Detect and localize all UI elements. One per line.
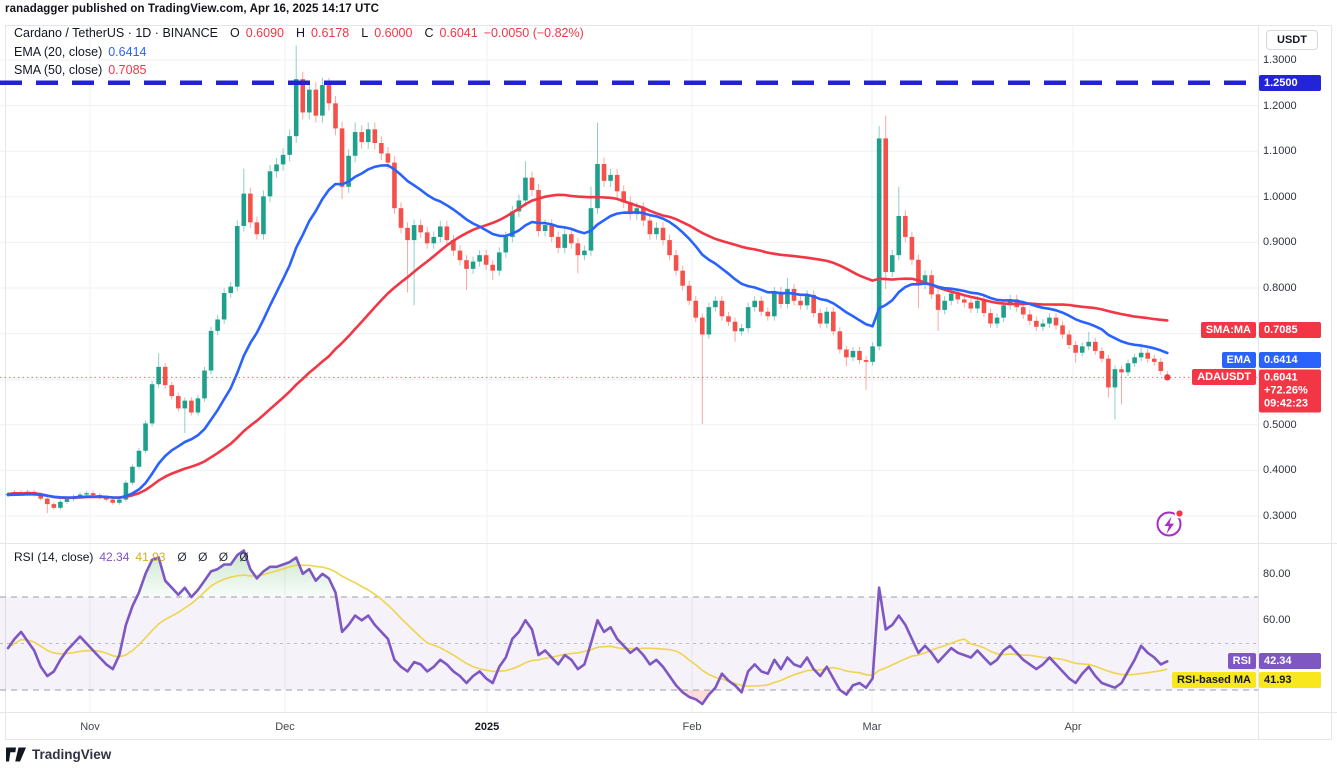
rsi-axis-tag: RSI xyxy=(1227,653,1256,670)
tradingview-logo[interactable]: TradingView xyxy=(6,747,111,762)
low-label: L xyxy=(361,26,369,40)
time-axis-label-apr: Apr xyxy=(1064,721,1082,733)
change-value: −0.0050 (−0.82%) xyxy=(483,26,584,40)
open-label: O xyxy=(230,26,240,40)
price-axis-label: 0.4000 xyxy=(1263,464,1297,477)
close-value: 0.6041 xyxy=(439,26,478,40)
sma-axis-value: 0.7085 xyxy=(1259,321,1321,338)
level-price-badge: 1.2500 xyxy=(1259,74,1321,91)
rsi-ma-legend-value: 41.93 xyxy=(135,550,166,564)
rsi-divergence-flags: Ø Ø Ø Ø xyxy=(177,550,253,564)
open-value: 0.6090 xyxy=(245,26,284,40)
price-axis-label: 1.3000 xyxy=(1263,54,1297,66)
sma-legend-title: SMA (50, close) xyxy=(14,63,103,77)
rsi-axis-value: 42.34 xyxy=(1259,653,1321,670)
rsi-legend-title: RSI (14, close) xyxy=(14,550,94,564)
time-axis-label-nov: Nov xyxy=(80,721,100,733)
currency-toggle-button[interactable]: USDT xyxy=(1266,30,1318,50)
high-label: H xyxy=(295,26,306,40)
sma-legend-row[interactable]: SMA (50, close) 0.7085 xyxy=(14,63,146,77)
time-axis-label-mar: Mar xyxy=(862,721,882,733)
high-value: 0.6178 xyxy=(311,26,350,40)
price-axis-label: 0.3000 xyxy=(1263,510,1297,522)
price-axis-label: 0.5000 xyxy=(1263,418,1297,431)
time-axis-label-feb: Feb xyxy=(682,721,702,733)
symbol-price-badge: 0.6041 +72.26% 09:42:23 xyxy=(1259,369,1321,413)
time-axis-label-2025: 2025 xyxy=(474,721,500,733)
attribution-text: ranadagger published on TradingView.com,… xyxy=(5,3,379,15)
time-axis-label-dec: Dec xyxy=(275,721,295,733)
rsi-axis-label: 80.00 xyxy=(1263,567,1291,580)
rsi-ma-axis-tag: RSI-based MA xyxy=(1172,672,1256,689)
rsi-ma-axis-value: 41.93 xyxy=(1259,672,1321,689)
price-axis-label: 0.9000 xyxy=(1263,236,1297,249)
ema-legend-row[interactable]: EMA (20, close) 0.6414 xyxy=(14,45,146,59)
ema-axis-value: 0.6414 xyxy=(1259,352,1321,369)
rsi-axis-label: 60.00 xyxy=(1263,614,1291,627)
price-axis-label: 1.2000 xyxy=(1263,99,1297,112)
price-axis-label: 0.8000 xyxy=(1263,282,1297,294)
rsi-legend-row[interactable]: RSI (14, close) 42.34 41.93 Ø Ø Ø Ø xyxy=(14,550,253,564)
ema-legend-value: 0.6414 xyxy=(108,45,147,59)
sma-legend-value: 0.7085 xyxy=(108,63,147,77)
symbol-price-tag: ADAUSDT xyxy=(1192,369,1256,386)
close-label: C xyxy=(424,26,434,40)
symbol-title: Cardano / TetherUS · 1D · BINANCE xyxy=(14,26,219,40)
ema-axis-tag: EMA xyxy=(1221,352,1256,369)
ema-legend-title: EMA (20, close) xyxy=(14,45,103,59)
tradingview-logo-icon xyxy=(6,747,26,762)
time-axis-separator xyxy=(0,712,1337,713)
sma-axis-tag: SMA:MA xyxy=(1200,321,1256,338)
chart-widget-frame xyxy=(5,25,1332,740)
flash-boost-icon[interactable] xyxy=(1152,505,1192,541)
low-value: 0.6000 xyxy=(374,26,413,40)
tradingview-logo-text: TradingView xyxy=(32,747,112,762)
rsi-legend-value: 42.34 xyxy=(99,550,130,564)
price-axis-border[interactable] xyxy=(1258,25,1259,740)
price-axis-label: 1.0000 xyxy=(1263,190,1297,203)
pane-separator[interactable] xyxy=(0,543,1337,544)
price-axis-label: 1.1000 xyxy=(1263,145,1297,158)
symbol-legend-row[interactable]: Cardano / TetherUS · 1D · BINANCE O 0.609… xyxy=(14,26,584,40)
